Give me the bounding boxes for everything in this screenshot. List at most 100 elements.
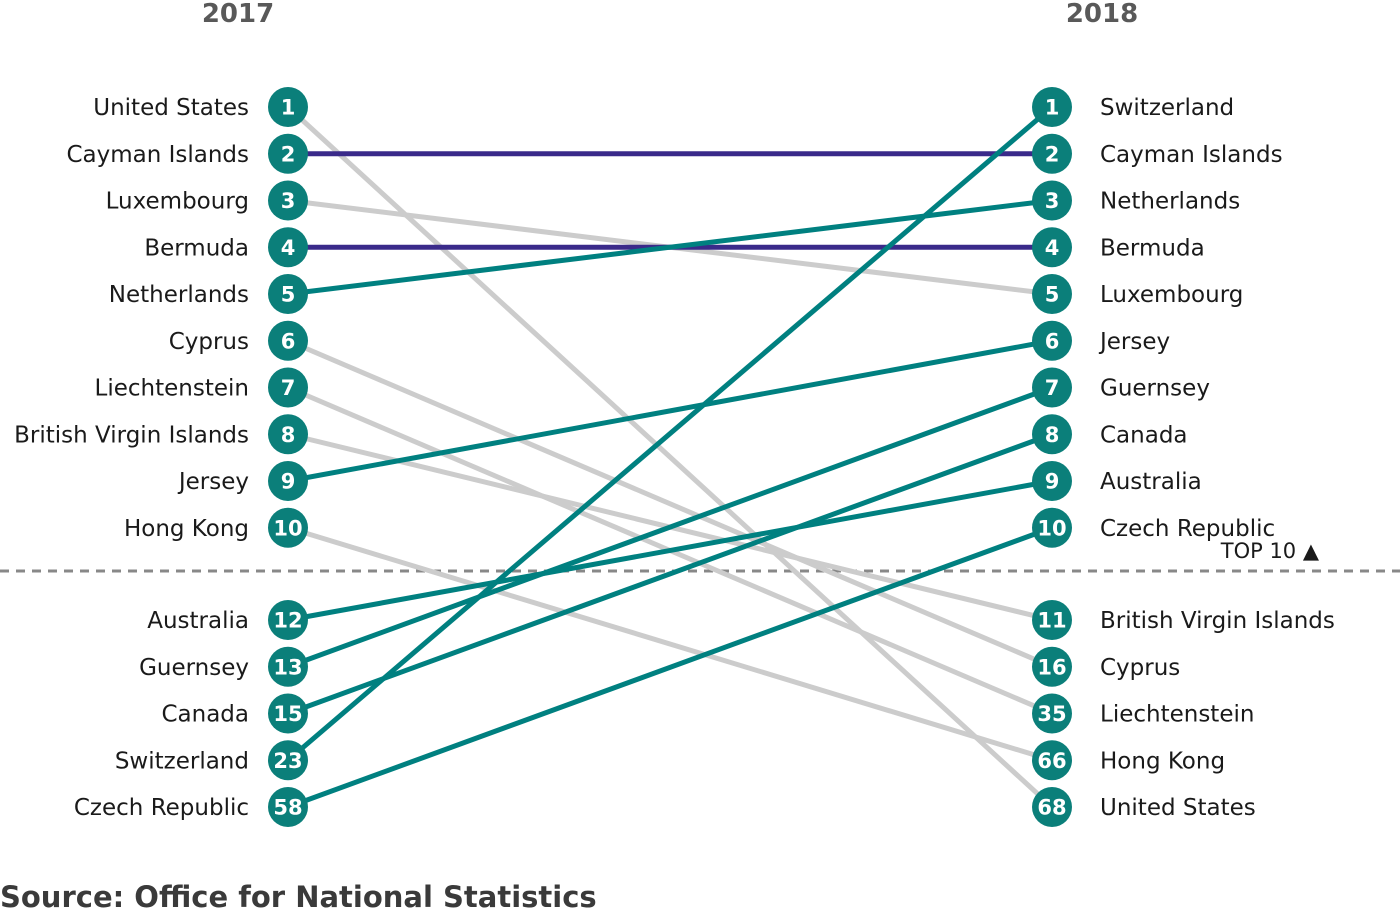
connector-lines xyxy=(285,104,1055,810)
right-rank-circle xyxy=(1032,180,1072,221)
left-rank-marker-australia: 12 xyxy=(268,600,308,640)
left-rank-circle xyxy=(268,87,308,127)
left-rank-marker-united-states: 1 xyxy=(268,87,308,127)
left-country-label: Bermuda xyxy=(144,235,249,261)
right-rank-number: 66 xyxy=(1037,749,1066,773)
left-rank-circle xyxy=(268,367,308,408)
line-cyprus xyxy=(285,338,1055,670)
left-rank-circle xyxy=(268,461,308,501)
line-switzerland xyxy=(285,104,1055,763)
left-rank-marker-cayman-islands: 2 xyxy=(268,133,308,174)
left-country-label: United States xyxy=(93,95,249,121)
right-rank-circle xyxy=(1032,646,1072,687)
left-rank-number: 6 xyxy=(281,329,296,353)
right-rank-marker-australia: 9 xyxy=(1032,461,1072,501)
left-rank-number: 9 xyxy=(281,470,296,494)
right-country-label: Guernsey xyxy=(1100,376,1210,402)
right-rank-number: 68 xyxy=(1037,796,1066,820)
right-rank-circle xyxy=(1032,461,1072,501)
right-country-label: Cayman Islands xyxy=(1100,142,1283,168)
left-rank-number: 8 xyxy=(281,423,296,447)
left-rank-circle xyxy=(268,414,308,455)
right-country-label: Czech Republic xyxy=(1100,516,1275,542)
left-rank-circle xyxy=(268,227,308,268)
left-rank-number: 3 xyxy=(281,189,296,213)
right-country-label: Liechtenstein xyxy=(1100,702,1254,728)
right-rank-circle xyxy=(1032,274,1072,314)
top-10-label: TOP 10 ▲ xyxy=(1220,539,1320,563)
line-czech-republic xyxy=(285,525,1055,810)
right-rank-circle xyxy=(1032,740,1072,781)
right-rank-marker-liechtenstein: 35 xyxy=(1032,693,1072,734)
left-country-label: Hong Kong xyxy=(124,516,249,542)
right-rank-number: 16 xyxy=(1037,655,1066,679)
left-rank-marker-switzerland: 23 xyxy=(268,740,308,781)
left-country-label: Australia xyxy=(147,608,249,634)
right-country-label: Switzerland xyxy=(1100,95,1234,121)
left-rank-number: 7 xyxy=(281,376,296,400)
left-rank-circle xyxy=(268,320,308,361)
right-rank-marker-switzerland: 1 xyxy=(1032,87,1072,127)
left-rank-number: 2 xyxy=(281,142,296,166)
year-2018-label: 2018 xyxy=(1066,0,1138,29)
right-rank-circle xyxy=(1032,693,1072,734)
country-labels: United States Cayman Islands Luxembourg Ber… xyxy=(14,95,1335,821)
right-country-label: Bermuda xyxy=(1100,235,1205,261)
right-rank-number: 5 xyxy=(1045,283,1060,307)
left-country-label: Czech Republic xyxy=(74,795,249,821)
right-rank-marker-united-states: 68 xyxy=(1032,787,1072,827)
right-country-label: British Virgin Islands xyxy=(1100,608,1335,634)
left-country-label: Guernsey xyxy=(139,655,249,681)
right-rank-marker-czech-republic: 10 xyxy=(1032,507,1072,548)
left-rank-circle xyxy=(268,600,308,640)
right-rank-marker-luxembourg: 5 xyxy=(1032,274,1072,314)
left-country-label: British Virgin Islands xyxy=(14,422,249,448)
line-hong-kong xyxy=(285,525,1055,763)
right-rank-marker-cayman-islands: 2 xyxy=(1032,133,1072,174)
line-australia xyxy=(285,478,1055,623)
right-rank-circle xyxy=(1032,600,1072,640)
right-rank-number: 8 xyxy=(1045,423,1060,447)
right-rank-number: 7 xyxy=(1045,376,1060,400)
left-rank-number: 4 xyxy=(281,236,296,260)
right-country-label: Netherlands xyxy=(1100,189,1240,215)
left-rank-number: 15 xyxy=(273,702,302,726)
right-rank-number: 9 xyxy=(1045,470,1060,494)
right-rank-marker-cyprus: 16 xyxy=(1032,646,1072,687)
right-rank-circle xyxy=(1032,507,1072,548)
right-rank-marker-jersey: 6 xyxy=(1032,320,1072,361)
left-rank-number: 58 xyxy=(273,796,302,820)
right-country-label: Jersey xyxy=(1098,329,1170,355)
left-rank-number: 1 xyxy=(281,96,296,120)
left-rank-circle xyxy=(268,646,308,687)
left-rank-number: 10 xyxy=(273,516,302,540)
line-united-states xyxy=(285,104,1055,810)
right-country-label: Luxembourg xyxy=(1100,282,1243,308)
right-rank-marker-canada: 8 xyxy=(1032,414,1072,455)
right-rank-marker-british-virgin-islands: 11 xyxy=(1032,600,1072,640)
right-rank-number: 2 xyxy=(1045,142,1060,166)
left-rank-marker-liechtenstein: 7 xyxy=(268,367,308,408)
right-rank-number: 3 xyxy=(1045,189,1060,213)
left-rank-marker-netherlands: 5 xyxy=(268,274,308,314)
left-rank-marker-bermuda: 4 xyxy=(268,227,308,268)
right-rank-circle xyxy=(1032,367,1072,408)
left-rank-marker-jersey: 9 xyxy=(268,461,308,501)
right-rank-number: 4 xyxy=(1045,236,1060,260)
left-rank-circle xyxy=(268,693,308,734)
line-guernsey xyxy=(285,385,1055,670)
left-rank-marker-cyprus: 6 xyxy=(268,320,308,361)
source-note: Source: Office for National Statistics xyxy=(0,880,597,914)
left-rank-marker-czech-republic: 58 xyxy=(268,787,308,827)
left-rank-circle xyxy=(268,787,308,827)
right-rank-number: 1 xyxy=(1045,96,1060,120)
left-country-label: Canada xyxy=(161,702,249,728)
right-country-label: Cyprus xyxy=(1100,655,1180,681)
right-rank-marker-netherlands: 3 xyxy=(1032,180,1072,221)
left-rank-marker-canada: 15 xyxy=(268,693,308,734)
right-rank-marker-hong-kong: 66 xyxy=(1032,740,1072,781)
left-country-label: Liechtenstein xyxy=(95,376,249,402)
left-rank-number: 12 xyxy=(273,609,302,633)
right-country-label: United States xyxy=(1100,795,1256,821)
